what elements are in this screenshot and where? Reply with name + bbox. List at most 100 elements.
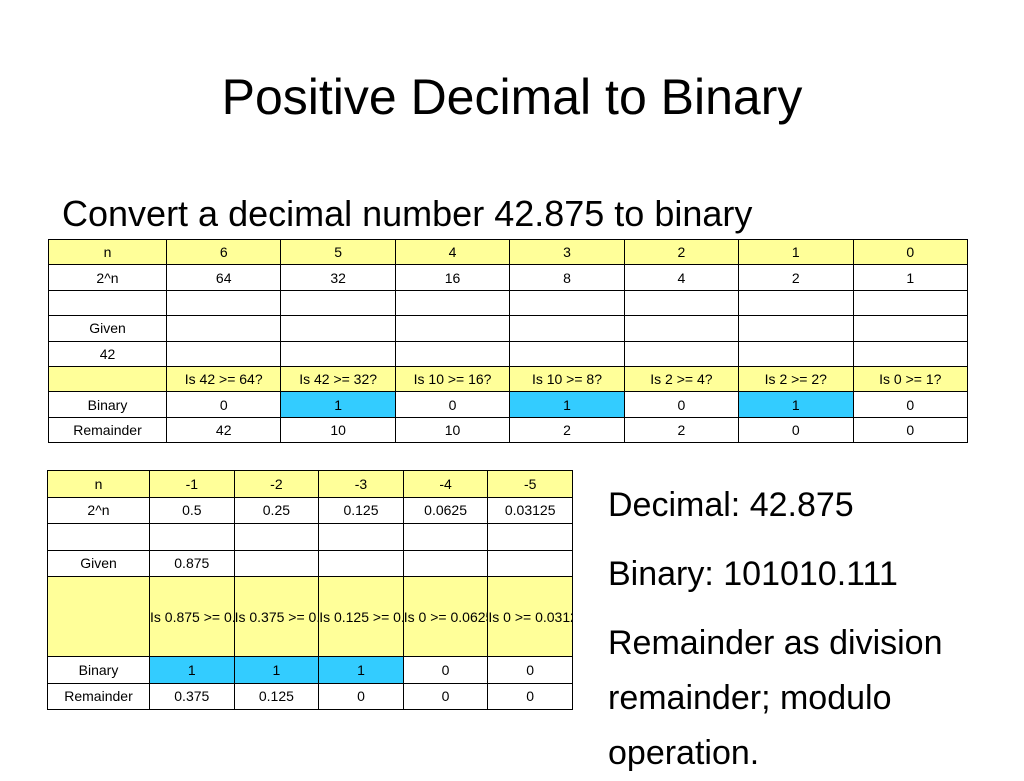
table-cell [394, 289, 511, 317]
row-label: n [48, 238, 167, 266]
table-cell: 0.125 [233, 682, 320, 710]
table-cell: -1 [149, 470, 235, 498]
row-label: Binary [48, 391, 167, 418]
table-row-remainder: Remainder 0.375 0.125 0 0 0 [47, 682, 573, 710]
table-row-power: 2^n 0.5 0.25 0.125 0.0625 0.03125 [47, 496, 573, 524]
slide-title: Positive Decimal to Binary [221, 69, 803, 125]
table-cell [623, 289, 740, 317]
row-label: Remainder [47, 682, 150, 710]
table-cell: 1 [738, 238, 854, 266]
table-row-empty [47, 523, 573, 551]
row-label: 2^n [48, 264, 167, 291]
row-label: 42 [48, 340, 167, 367]
fractional-part-table: n -1 -2 -3 -4 -5 2^n 0.5 0.25 0.125 0.06… [47, 470, 573, 710]
table-cell: 0.375 [149, 682, 235, 710]
table-cell: Is 0.375 >= 0.25? [233, 576, 320, 657]
table-row-binary: Binary 1 1 1 0 0 [47, 656, 573, 684]
table-cell: 0.875 [149, 549, 235, 577]
table-cell [487, 549, 573, 577]
table-cell: Is 0 >= 1? [852, 365, 969, 393]
table-cell: 0 [487, 656, 573, 684]
table-row-question: Is 42 >= 64? Is 42 >= 32? Is 10 >= 16? I… [48, 365, 969, 393]
row-label: Binary [47, 656, 150, 684]
table-cell: 0 [623, 391, 740, 418]
table-cell: Is 42 >= 32? [280, 365, 396, 393]
table-cell: 0.125 [318, 496, 404, 524]
table-cell [623, 315, 740, 342]
table-cell: 1 [280, 391, 396, 418]
table-row-given: Given [48, 315, 969, 342]
table-cell: 16 [394, 264, 511, 291]
table-cell: 0 [738, 416, 854, 444]
table-cell: Is 0 >= 0.03125? [487, 576, 573, 657]
table-cell [738, 315, 854, 342]
table-cell: 0 [318, 682, 404, 710]
table-cell: 0.5 [149, 496, 235, 524]
table-row-given: Given 0.875 [47, 549, 573, 577]
table-cell: 4 [623, 264, 740, 291]
table-cell [233, 549, 320, 577]
table-cell [233, 523, 320, 551]
table-cell: Is 10 >= 16? [394, 365, 511, 393]
table-cell: 0.25 [233, 496, 320, 524]
table-cell [318, 523, 404, 551]
table-cell: -4 [402, 470, 489, 498]
table-cell: Is 10 >= 8? [509, 365, 625, 393]
table-cell: 0 [487, 682, 573, 710]
table-cell [852, 289, 969, 317]
table-cell [509, 289, 625, 317]
table-cell [318, 549, 404, 577]
table-cell: 5 [280, 238, 396, 266]
table-cell: 0 [852, 238, 969, 266]
table-cell: 32 [280, 264, 396, 291]
table-cell: 8 [509, 264, 625, 291]
table-cell: -2 [233, 470, 320, 498]
table-cell: 2 [509, 416, 625, 444]
table-cell [280, 340, 396, 367]
table-row-binary: Binary 0 1 0 1 0 1 0 [48, 391, 969, 418]
table-cell: Is 0.875 >= 0.5? [149, 576, 235, 657]
table-cell [738, 340, 854, 367]
table-cell [165, 340, 282, 367]
table-cell: -3 [318, 470, 404, 498]
table-cell [394, 340, 511, 367]
table-cell: 0.0625 [402, 496, 489, 524]
table-row-n: n -1 -2 -3 -4 -5 [47, 470, 573, 498]
table-cell: 0 [402, 656, 489, 684]
table-cell [402, 523, 489, 551]
table-cell [509, 340, 625, 367]
table-row-n: n 6 5 4 3 2 1 0 [48, 238, 969, 266]
row-label: Remainder [48, 416, 167, 444]
table-cell: 10 [280, 416, 396, 444]
table-cell: 1 [149, 656, 235, 684]
table-cell: 1 [318, 656, 404, 684]
row-label: n [47, 470, 150, 498]
table-cell [165, 289, 282, 317]
table-cell: 0 [402, 682, 489, 710]
table-cell: Is 2 >= 4? [623, 365, 740, 393]
row-label [48, 365, 167, 393]
decimal-note: Decimal: 42.875 [608, 486, 854, 524]
table-row-power: 2^n 64 32 16 8 4 2 1 [48, 264, 969, 291]
table-cell: 1 [738, 391, 854, 418]
table-cell [852, 315, 969, 342]
table-cell: 0 [394, 391, 511, 418]
table-cell [852, 340, 969, 367]
table-cell [149, 523, 235, 551]
table-cell: 2 [623, 416, 740, 444]
row-label [47, 523, 150, 551]
table-cell [394, 315, 511, 342]
table-cell: Is 2 >= 2? [738, 365, 854, 393]
row-label: Given [47, 549, 150, 577]
slide-subtitle: Convert a decimal number 42.875 to binar… [62, 193, 753, 234]
table-cell: Is 42 >= 64? [165, 365, 282, 393]
table-cell: 0.03125 [487, 496, 573, 524]
table-cell [165, 315, 282, 342]
row-label: 2^n [47, 496, 150, 524]
table-cell: 4 [394, 238, 511, 266]
table-cell [487, 523, 573, 551]
table-cell: 1 [233, 656, 320, 684]
table-cell [738, 289, 854, 317]
table-cell: 42 [165, 416, 282, 444]
table-cell: 0 [165, 391, 282, 418]
